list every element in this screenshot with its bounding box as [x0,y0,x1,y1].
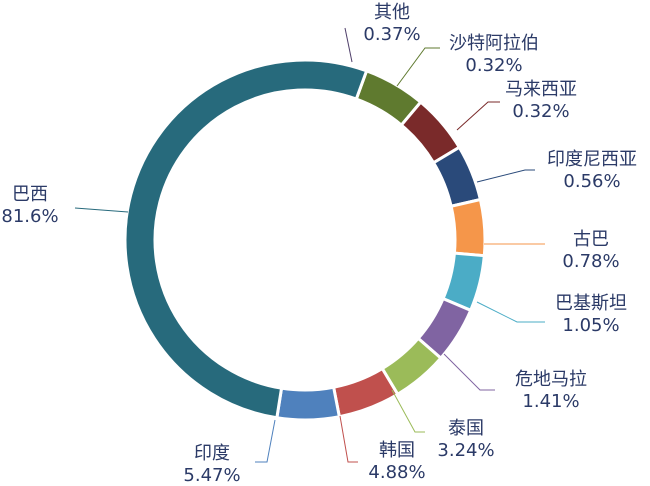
category-label-6: 危地马拉 [515,369,587,390]
category-label-1: 沙特阿拉伯 [449,33,539,54]
leader-line-3 [476,169,535,183]
leader-line-10 [74,207,129,213]
leader-line-2 [456,101,500,131]
value-label-4: 0.78% [562,251,619,272]
donut-slice-10 [123,58,369,420]
category-label-7: 泰国 [448,418,484,439]
value-label-2: 0.32% [512,101,569,122]
value-label-9: 5.47% [183,465,240,486]
leader-line-6 [443,353,495,391]
value-label-10: 81.6% [1,206,58,227]
value-label-8: 4.88% [368,462,425,483]
donut-slice-8 [331,366,400,419]
value-label-1: 0.32% [465,55,522,76]
category-label-9: 印度 [194,443,230,464]
category-label-8: 韩国 [379,440,415,461]
category-label-0: 其他 [374,2,410,23]
leader-line-1 [396,47,440,87]
leader-line-0 [344,27,353,63]
leader-line-7 [391,389,425,433]
leader-line-9 [255,419,276,463]
category-label-3: 印度尼西亚 [547,149,637,170]
category-label-10: 巴西 [12,184,48,205]
category-label-2: 马来西亚 [505,79,577,100]
category-label-4: 古巴 [573,229,609,250]
value-label-6: 1.41% [522,391,579,412]
leader-line-5 [476,301,545,323]
donut-slice-9 [275,385,342,422]
value-label-0: 0.37% [363,24,420,45]
value-label-5: 1.05% [562,315,619,336]
donut-slice-4 [449,197,487,258]
category-label-5: 巴基斯坦 [555,293,627,314]
value-label-3: 0.56% [563,171,620,192]
value-label-7: 3.24% [437,440,494,461]
leader-line-8 [339,415,358,463]
